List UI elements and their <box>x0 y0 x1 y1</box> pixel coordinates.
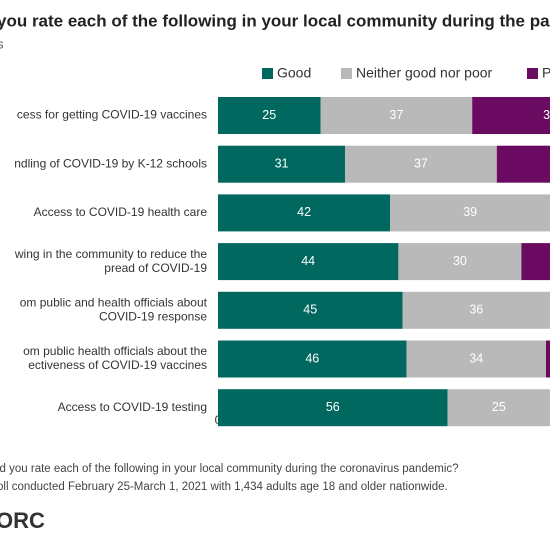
legend-label: Good <box>277 65 311 81</box>
bar-segment <box>390 194 550 232</box>
value-label: 37 <box>414 156 428 170</box>
bar-segment <box>320 97 473 134</box>
bar-segment <box>218 340 407 378</box>
value-label: 42 <box>297 205 311 219</box>
bar-segment <box>398 243 522 281</box>
bar-segment <box>406 340 546 378</box>
bar-segment <box>218 291 403 329</box>
bar-segment <box>472 97 550 134</box>
value-label: 30 <box>453 254 467 268</box>
legend-swatch <box>341 68 352 79</box>
legend-swatch <box>527 68 538 79</box>
bar-segment <box>218 97 321 134</box>
value-label: 34 <box>469 351 483 365</box>
y-tick-label: wing in the community to reduce the <box>14 247 207 261</box>
y-tick-label: om public and health officials about <box>20 295 208 309</box>
bar-segment <box>345 145 497 183</box>
y-tick-label: Access to COVID-19 health care <box>34 205 208 219</box>
legend-swatch <box>262 68 273 79</box>
legend-label: Neither good nor poor <box>356 65 493 81</box>
value-label: 56 <box>326 400 340 414</box>
value-label: 25 <box>262 108 276 122</box>
value-label: 39 <box>463 205 477 219</box>
value-label: 37 <box>389 108 403 122</box>
y-tick-label: COVID-19 response <box>99 309 207 323</box>
logo: ORC <box>0 508 45 533</box>
bar-segment <box>218 194 391 232</box>
bar-segment <box>521 243 550 281</box>
value-label: 44 <box>301 254 315 268</box>
value-label: 45 <box>303 303 317 317</box>
bar-segment <box>496 145 550 183</box>
value-label: 36 <box>469 303 483 317</box>
value-label: 25 <box>492 400 506 414</box>
bar-segment <box>447 389 550 427</box>
y-tick-label: Access to COVID-19 testing <box>58 400 207 414</box>
y-tick-label: ectiveness of COVID-19 vaccines <box>28 358 207 372</box>
bar-segment <box>218 243 399 281</box>
chart-subtitle: s <box>0 36 4 51</box>
bar-segment <box>402 291 550 329</box>
bar-segment <box>218 389 448 427</box>
footnote: oll conducted February 25-March 1, 2021 … <box>0 481 448 493</box>
y-tick-label: ndling of COVID-19 by K-12 schools <box>14 156 207 170</box>
y-tick-label: om public health officials about the <box>23 344 207 358</box>
chart-title: you rate each of the following in your l… <box>0 11 550 30</box>
bar-segment <box>218 145 346 183</box>
bar-segment <box>546 340 550 378</box>
value-label: 38 <box>543 108 550 122</box>
legend-label: Po <box>542 65 550 81</box>
footnote: ld you rate each of the following in you… <box>0 463 459 475</box>
y-tick-label: pread of COVID-19 <box>104 261 207 275</box>
y-tick-label: cess for getting COVID-19 vaccines <box>17 108 207 122</box>
value-label: 46 <box>305 351 319 365</box>
value-label: 31 <box>275 156 289 170</box>
